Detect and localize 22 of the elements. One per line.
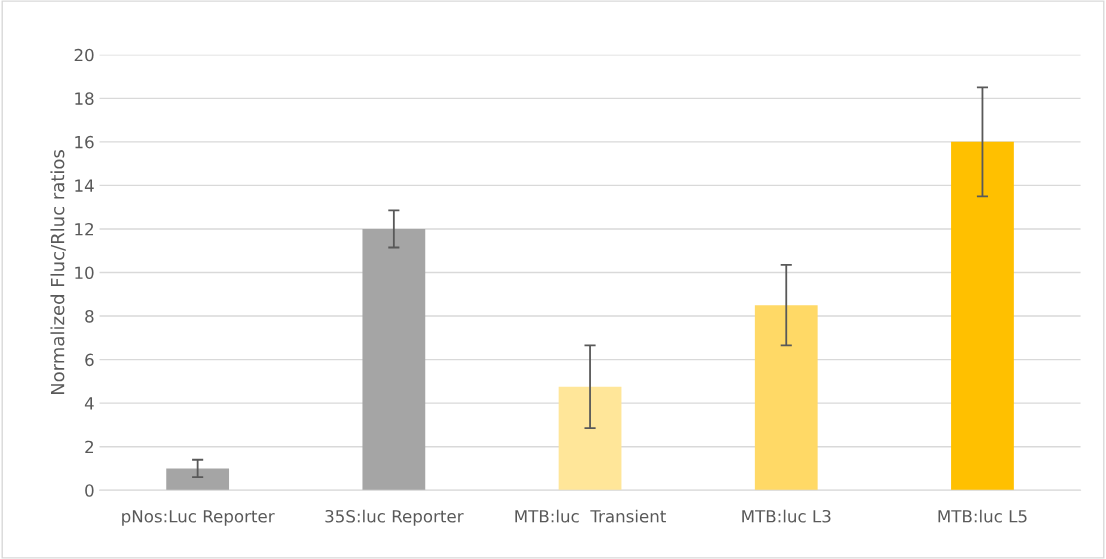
bar: [558, 386, 622, 491]
y-tick-label: 0: [85, 484, 94, 497]
y-tick-label: 2: [85, 440, 94, 454]
y-tick-label: 12: [75, 222, 94, 236]
x-tick-label: 35S:luc Reporter: [325, 509, 464, 526]
y-tick-label: 16: [75, 135, 94, 149]
bar: [951, 141, 1014, 491]
y-tick-label: 4: [84, 397, 94, 410]
x-tick-label: pNos:Luc Reporter: [122, 510, 275, 526]
y-tick-label: 14: [75, 179, 94, 192]
y-tick-label: 8: [85, 310, 94, 323]
x-tick-label: MTB:luc L5: [938, 509, 1027, 523]
bar: [754, 305, 818, 491]
bar: [362, 228, 426, 491]
x-tick-label: MTB:luc L3: [742, 509, 831, 523]
y-tick-label: 18: [75, 92, 94, 105]
bar: [166, 468, 230, 491]
y-tick-label: 6: [85, 353, 94, 367]
y-tick-label: 20: [74, 48, 94, 62]
y-axis-title: Normalized Fluc/Rluc ratios: [50, 150, 66, 395]
y-tick-label: 10: [75, 266, 94, 280]
x-tick-label: MTB:luc Transient: [515, 509, 666, 523]
